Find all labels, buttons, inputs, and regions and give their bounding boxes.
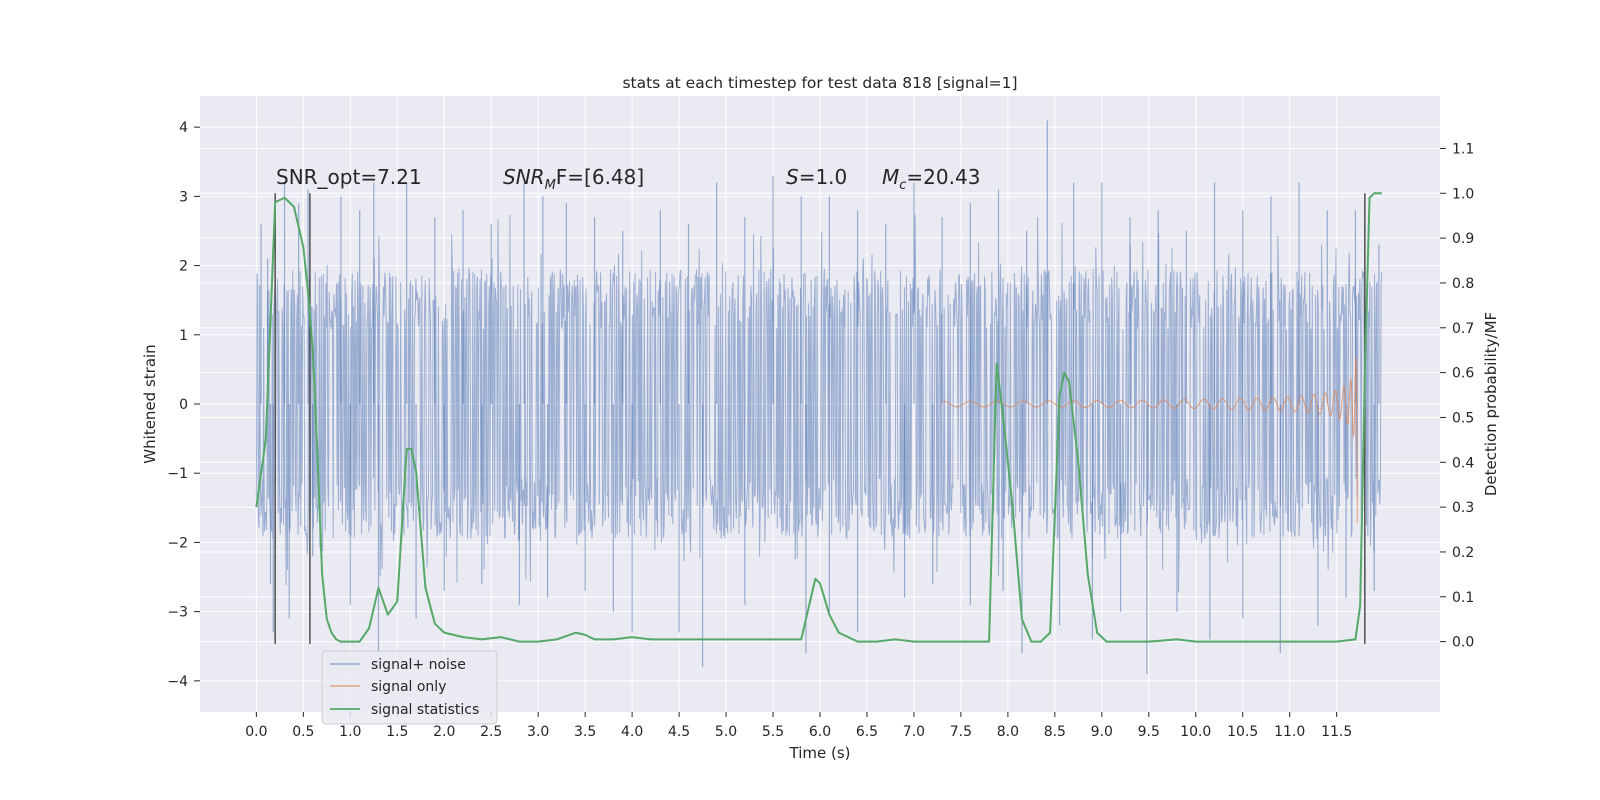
y-right-tick-label-10: 1.0: [1452, 186, 1474, 202]
y-tick-label-3: −1: [167, 466, 188, 482]
legend-label-signal-plus-noise: signal+ noise: [371, 657, 466, 673]
x-tick-label-7: 3.5: [574, 724, 596, 740]
y-right-tick-label-3: 0.3: [1452, 500, 1474, 516]
x-tick-label-16: 8.0: [997, 724, 1019, 740]
annotation-mc: Mc=20.43: [882, 165, 980, 193]
y-right-tick-label-8: 0.8: [1452, 276, 1474, 292]
y-tick-label-5: 1: [179, 328, 188, 344]
annotation-mc-symbol: M: [882, 165, 899, 189]
y-right-tick-label-11: 1.1: [1452, 141, 1474, 157]
x-tick-label-10: 5.0: [715, 724, 737, 740]
annotation-snr-mf-subscript: M: [545, 178, 556, 193]
y-tick-label-8: 4: [179, 120, 188, 136]
annotation-snr-opt: SNR_opt=7.21: [276, 165, 422, 189]
x-tick-label-5: 2.5: [480, 724, 502, 740]
annotation-mc-subscript: c: [899, 178, 906, 193]
y-right-tick-label-7: 0.7: [1452, 321, 1474, 337]
x-tick-label-18: 9.0: [1091, 724, 1113, 740]
y-tick-label-0: −4: [167, 674, 188, 690]
y-axis-ticks-right: 0.0 0.1 0.2 0.3 0.4 0.5 0.6 0.7 0.8 0.9 1.0 1.1: [1440, 141, 1474, 651]
annotation-s-symbol: S: [786, 165, 799, 189]
y-tick-label-6: 2: [179, 259, 188, 275]
y-right-tick-label-4: 0.4: [1452, 455, 1474, 471]
annotation-mc-value: =20.43: [906, 165, 980, 189]
x-tick-label-23: 11.5: [1321, 724, 1352, 740]
x-tick-label-21: 10.5: [1227, 724, 1258, 740]
y-tick-label-2: −2: [167, 535, 188, 551]
x-tick-label-6: 3.0: [527, 724, 549, 740]
x-tick-label-11: 5.5: [762, 724, 784, 740]
x-tick-label-14: 7.0: [903, 724, 925, 740]
y-right-tick-label-5: 0.5: [1452, 410, 1474, 426]
y-right-tick-label-1: 0.1: [1452, 590, 1474, 606]
legend-label-signal-statistics: signal statistics: [371, 702, 479, 718]
chart-title: stats at each timestep for test data 818…: [622, 74, 1017, 92]
x-tick-label-12: 6.0: [809, 724, 831, 740]
y-axis-ticks-left: −4 −3 −2 −1 0 1 2 3 4: [167, 120, 200, 690]
x-tick-label-19: 9.5: [1138, 724, 1160, 740]
annotation-s: S=1.0: [786, 165, 847, 189]
legend-box: [321, 650, 498, 725]
annotation-snr-mf: SNRMF=[6.48]: [503, 165, 644, 193]
x-tick-label-15: 7.5: [950, 724, 972, 740]
x-tick-label-20: 10.0: [1180, 724, 1211, 740]
series-signal-statistics: [255, 192, 1382, 643]
annotation-snr-opt-text: SNR_opt=7.21: [276, 165, 422, 189]
y-tick-label-4: 0: [179, 397, 188, 413]
annotation-snr-mf-value: F=[6.48]: [556, 165, 644, 189]
x-tick-label-17: 8.5: [1044, 724, 1066, 740]
x-tick-label-4: 2.0: [433, 724, 455, 740]
x-tick-label-22: 11.0: [1274, 724, 1305, 740]
x-tick-label-2: 1.0: [339, 724, 361, 740]
series-signal-plus-noise: [255, 120, 1383, 674]
y-axis-label-right: Detection probability/MF: [1482, 312, 1500, 496]
annotation-s-value: =1.0: [799, 165, 848, 189]
y-right-tick-label-6: 0.6: [1452, 366, 1474, 382]
y-tick-label-7: 3: [179, 189, 188, 205]
annotations: SNR_opt=7.21 SNRMF=[6.48] S=1.0 Mc=20.43: [276, 165, 980, 193]
x-tick-label-9: 4.5: [668, 724, 690, 740]
x-axis-ticks: 0.0 0.5 1.0 1.5 2.0 2.5 3.0 3.5 4.0 4.5 5.0 5.5 6.0 6…: [245, 712, 1352, 740]
x-tick-label-3: 1.5: [386, 724, 408, 740]
x-tick-label-8: 4.0: [621, 724, 643, 740]
x-tick-label-1: 0.5: [292, 724, 314, 740]
stats-line: [255, 192, 1382, 643]
y-right-tick-label-2: 0.2: [1452, 545, 1474, 561]
legend: signal+ noise signal only signal statist…: [321, 650, 498, 725]
legend-label-signal-only: signal only: [371, 679, 446, 695]
x-tick-label-13: 6.5: [856, 724, 878, 740]
y-axis-label-left: Whitened strain: [141, 344, 159, 463]
x-axis-label: Time (s): [789, 744, 851, 762]
y-right-tick-label-9: 0.9: [1452, 231, 1474, 247]
x-tick-label-0: 0.0: [245, 724, 267, 740]
y-tick-label-1: −3: [167, 605, 188, 621]
y-right-tick-label-0: 0.0: [1452, 635, 1474, 651]
signal-chirp: [942, 357, 1358, 524]
annotation-snr-mf-symbol: SNR: [503, 165, 545, 189]
series-signal-only: [942, 357, 1358, 524]
